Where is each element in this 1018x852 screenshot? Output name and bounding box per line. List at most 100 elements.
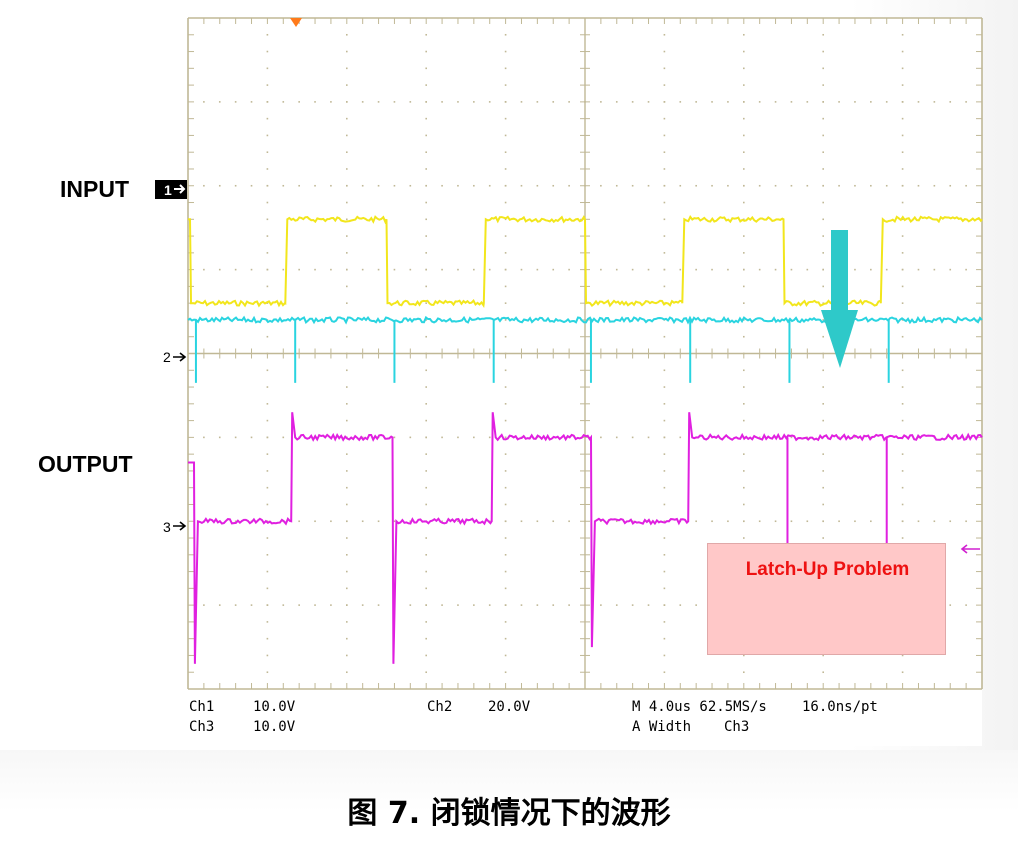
- readout-ch1-scale: 10.0V: [253, 699, 296, 715]
- grid-dot: [504, 570, 507, 573]
- grid-dot: [663, 419, 666, 422]
- grid-dot: [266, 268, 269, 271]
- grid-dot: [266, 470, 269, 472]
- grid-dot: [298, 520, 300, 523]
- grid-dot: [743, 117, 745, 120]
- grid-dot: [647, 101, 650, 103]
- grid-dot: [504, 554, 507, 556]
- grid-dot: [647, 436, 650, 439]
- grid-dot: [743, 184, 745, 187]
- grid-dot: [933, 520, 936, 523]
- grid-dot: [346, 503, 348, 506]
- grid-dot: [568, 520, 570, 523]
- grid-dot: [679, 436, 682, 439]
- grid-dot: [425, 587, 427, 590]
- grid-dot: [250, 101, 253, 103]
- grid-dot: [822, 168, 824, 170]
- grid-dot: [822, 151, 824, 153]
- grid-dot: [504, 587, 507, 590]
- grid-dot: [441, 184, 443, 187]
- ch1-marker-label: 1: [164, 182, 172, 198]
- grid-dot: [393, 436, 396, 439]
- grid-dot: [409, 184, 412, 187]
- grid-dot: [743, 84, 745, 86]
- grid-dot: [346, 554, 348, 556]
- grid-dot: [520, 520, 523, 523]
- grid-dot: [266, 570, 269, 573]
- grid-dot: [218, 436, 221, 439]
- grid-dot: [663, 537, 666, 539]
- grid-dot: [854, 184, 856, 187]
- readout-ch2-name: Ch2: [427, 699, 452, 715]
- grid-dot: [330, 101, 332, 103]
- grid-dot: [854, 268, 856, 271]
- grid-dot: [615, 436, 618, 439]
- grid-dot: [425, 302, 427, 304]
- grid-dot: [425, 117, 427, 120]
- grid-dot: [504, 470, 507, 472]
- grid-dot: [330, 604, 332, 606]
- grid-dot: [743, 352, 745, 355]
- grid-dot: [377, 184, 380, 187]
- grid-dot: [615, 604, 618, 606]
- grid-dot: [425, 419, 427, 422]
- grid-dot: [266, 151, 269, 153]
- grid-dot: [631, 268, 634, 271]
- grid-dot: [266, 201, 269, 204]
- grid-dot: [949, 184, 952, 187]
- grid-dot: [568, 604, 570, 606]
- grid-dot: [743, 671, 745, 674]
- grid-dot: [727, 520, 729, 523]
- grid-dot: [917, 520, 920, 523]
- grid-dot: [361, 268, 364, 271]
- grid-dot: [695, 604, 697, 606]
- grid-dot: [346, 335, 348, 338]
- grid-dot: [663, 470, 666, 472]
- grid-dot: [901, 235, 904, 237]
- grid-dot: [758, 520, 761, 523]
- grid-dot: [663, 168, 666, 170]
- grid-dot: [663, 335, 666, 338]
- grid-dot: [552, 184, 555, 187]
- grid-dot: [457, 184, 459, 187]
- grid-dot: [774, 268, 777, 271]
- grid-dot: [504, 117, 507, 120]
- grid-dot: [711, 101, 713, 103]
- grid-dot: [822, 67, 824, 70]
- grid-dot: [822, 369, 824, 372]
- grid-dot: [346, 201, 348, 204]
- grid-dot: [743, 503, 745, 506]
- grid-dot: [663, 33, 666, 36]
- grid-dot: [504, 101, 507, 103]
- grid-dot: [901, 101, 904, 103]
- grid-dot: [346, 151, 348, 153]
- grid-dot: [266, 587, 269, 590]
- grid-dot: [266, 335, 269, 338]
- grid-dot: [346, 218, 348, 221]
- grid-dot: [743, 268, 745, 271]
- grid-dot: [631, 184, 634, 187]
- grid-dot: [346, 134, 348, 137]
- grid-dot: [790, 520, 793, 523]
- grid-dot: [743, 218, 745, 221]
- grid-dot: [758, 268, 761, 271]
- grid-dot: [425, 637, 427, 640]
- output-label: OUTPUT: [38, 451, 133, 477]
- grid-dot: [790, 101, 793, 103]
- grid-dot: [536, 184, 539, 187]
- grid-dot: [854, 101, 856, 103]
- grid-dot: [679, 184, 682, 187]
- grid-dot: [822, 201, 824, 204]
- grid-dot: [917, 184, 920, 187]
- readout-ch1-name: Ch1: [189, 699, 214, 715]
- grid-dot: [504, 403, 507, 405]
- grid-dot: [425, 168, 427, 170]
- grid-dot: [425, 33, 427, 36]
- grid-dot: [647, 184, 650, 187]
- grid-dot: [822, 117, 824, 120]
- grid-dot: [330, 184, 332, 187]
- grid-dot: [568, 101, 570, 103]
- grid-dot: [393, 268, 396, 271]
- grid-dot: [473, 268, 475, 271]
- grid-dot: [663, 117, 666, 120]
